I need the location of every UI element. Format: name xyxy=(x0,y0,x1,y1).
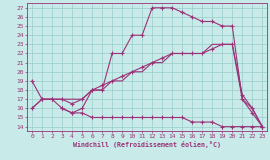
X-axis label: Windchill (Refroidissement éolien,°C): Windchill (Refroidissement éolien,°C) xyxy=(73,141,221,148)
